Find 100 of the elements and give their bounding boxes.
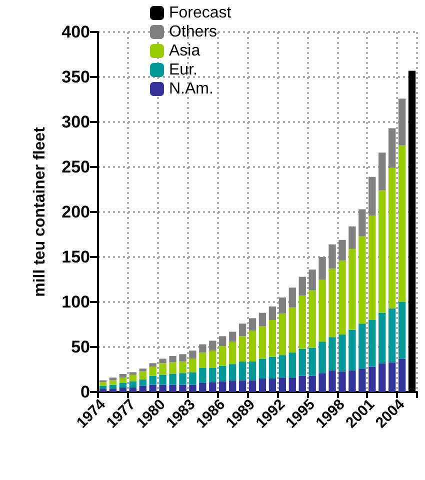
bar — [119, 374, 127, 378]
bar — [298, 276, 306, 296]
bar — [219, 336, 226, 346]
bar — [109, 388, 117, 392]
y-tick-label: 300 — [62, 112, 90, 132]
bar — [149, 376, 156, 385]
bar — [378, 152, 386, 190]
bar — [109, 378, 117, 380]
bar — [179, 384, 186, 392]
y-tick-label: 0 — [80, 382, 90, 402]
bar — [348, 370, 356, 392]
bar — [169, 356, 176, 362]
bar — [318, 257, 326, 280]
bar — [328, 268, 336, 338]
bar — [119, 378, 127, 383]
bar — [219, 366, 226, 382]
bar — [99, 382, 107, 386]
bar — [189, 358, 196, 372]
bar — [278, 378, 286, 392]
bar — [228, 342, 236, 364]
bar — [149, 384, 156, 392]
bar — [268, 320, 276, 357]
bar — [278, 314, 286, 356]
bar — [298, 376, 306, 392]
y-tick-label: 400 — [62, 22, 90, 42]
bar — [368, 320, 376, 367]
legend-label: Forecast — [169, 4, 232, 22]
bar — [368, 176, 376, 216]
bar — [288, 288, 296, 308]
bar — [139, 371, 146, 380]
bar — [109, 380, 117, 385]
y-tick-label: 200 — [62, 202, 90, 222]
bar — [268, 306, 276, 320]
bar — [388, 128, 396, 168]
bar — [199, 383, 206, 392]
bar — [328, 337, 336, 370]
bar — [258, 358, 266, 378]
bar — [258, 312, 266, 326]
bar — [378, 312, 386, 364]
bar — [258, 378, 266, 392]
y-tick-label: 100 — [62, 292, 90, 312]
bar — [358, 209, 366, 236]
bar — [308, 270, 316, 290]
bar — [398, 98, 406, 146]
bar — [248, 361, 256, 380]
y-tick-label: 150 — [62, 248, 90, 266]
bar — [209, 382, 216, 392]
bar — [129, 388, 136, 392]
bar — [298, 348, 306, 376]
bar — [278, 298, 286, 314]
bar — [368, 366, 376, 392]
bar — [248, 330, 256, 362]
bar — [169, 362, 176, 374]
bar — [228, 332, 236, 342]
bar — [268, 378, 276, 392]
bar — [169, 374, 176, 385]
bar — [238, 361, 246, 380]
legend-label: Asia — [169, 42, 200, 60]
bar — [388, 168, 396, 308]
bar — [398, 302, 406, 359]
bar — [338, 334, 346, 372]
bar — [139, 386, 146, 392]
bar — [248, 380, 256, 392]
bar — [288, 307, 296, 352]
bar — [209, 350, 216, 368]
bar — [189, 384, 196, 392]
bar — [348, 248, 356, 330]
bar — [159, 384, 166, 392]
bar — [398, 145, 406, 302]
bar — [238, 336, 246, 362]
bar — [288, 352, 296, 378]
bar — [139, 368, 146, 372]
bar — [358, 368, 366, 392]
bar — [99, 388, 107, 392]
bar — [209, 340, 216, 351]
bar — [199, 344, 206, 352]
y-tick-label: 350 — [62, 68, 90, 86]
bar — [159, 363, 166, 375]
bar — [248, 318, 256, 331]
y-axis-title: mill teu container fleet — [32, 126, 48, 297]
bar — [378, 190, 386, 313]
bar — [209, 368, 216, 382]
legend-label: N.Am. — [169, 80, 214, 98]
bar — [179, 361, 186, 374]
bar — [139, 379, 146, 386]
bar — [189, 372, 196, 385]
bar — [179, 373, 186, 385]
bar — [119, 383, 127, 388]
bar — [169, 384, 176, 392]
y-tick-label: 50 — [71, 338, 90, 356]
legend-label: Others — [169, 24, 218, 40]
bar — [368, 216, 376, 320]
bar — [149, 363, 156, 367]
bar — [129, 374, 136, 382]
bar — [338, 260, 346, 334]
bar — [388, 362, 396, 392]
bar — [189, 350, 196, 359]
bar — [328, 244, 336, 269]
bar — [199, 368, 206, 383]
bar — [358, 324, 366, 369]
